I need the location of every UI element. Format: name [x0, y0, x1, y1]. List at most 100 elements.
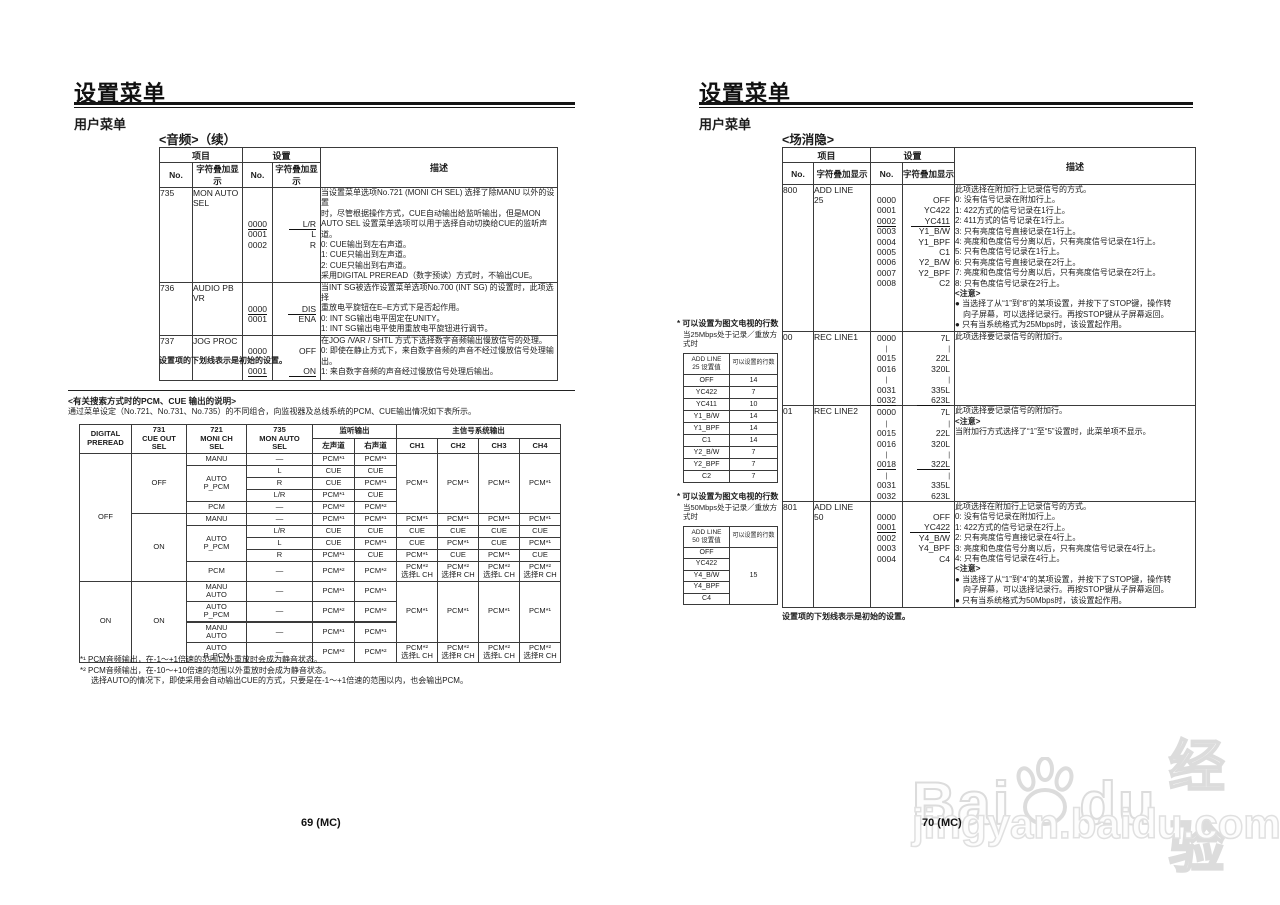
desc-line: 在JOG /VAR / SHTL 方式下选择数字音频输出慢放信号的处理。	[321, 335, 547, 345]
desc-lines: 此项选择要记录信号的附加行。 <注意> 当附加行方式选择了“1”至“5”设置时，此菜…	[955, 406, 1195, 437]
setting-no-list: 0000 0001	[243, 283, 272, 325]
right-title-rule	[699, 102, 1193, 108]
baidu-jingyan-cn-text: 经验	[1168, 734, 1226, 880]
setting-value-cell: Y4_BPF	[684, 581, 729, 593]
header-ch4: CH4	[519, 438, 561, 454]
margin-table-body: OFF 14 YC422 7 YC411 10 Y1_B/W	[683, 373, 778, 483]
header-settable-lines: 可以设置的行数	[729, 352, 778, 375]
setting-val-list: OFF YC422 YC411 Y1_B/W Y1_BPF C1 Y2_B/W Y2_BPF C…	[903, 185, 954, 289]
setting-value-cell: OFF	[699, 548, 714, 556]
cell: PCM*¹	[519, 580, 561, 643]
setting-no: 0032	[877, 490, 896, 501]
cell: AUTO P_PCM	[186, 600, 247, 622]
cell: PCM*²	[354, 600, 397, 622]
pcm-row: PCM — PCM*² PCM*² PCM*² 选择L CH PCM*² 选择R…	[80, 560, 561, 582]
header-ch3: CH3	[478, 438, 520, 454]
line-count-cell: 7	[729, 469, 778, 483]
cell: PCM*²	[312, 560, 355, 582]
desc-line: 6: 只有亮度信号直接记录在2行上。	[955, 257, 1081, 267]
setting-value: Y1_BPF	[918, 236, 951, 247]
cell: OFF	[79, 452, 132, 582]
menu-row-735: 735 MON AUTO SEL 0000 0001 0002 L/R L R 当设置菜…	[159, 187, 559, 283]
setting-no: 0000	[877, 511, 896, 522]
line-count-cell: 14	[729, 409, 778, 423]
cell: PCM*¹	[519, 536, 561, 550]
cell: PCM*¹	[437, 580, 479, 643]
setting-value: |	[948, 472, 951, 480]
desc-line: 向子屏幕，可以选择记录行。再按STOP键从子屏幕返回。	[955, 585, 1169, 595]
cell: ON	[131, 512, 187, 582]
right-page-number: 70 (MC)	[922, 817, 962, 829]
setting-value: OFF	[299, 345, 317, 356]
header-desc: 描述	[320, 147, 559, 188]
cell: PCM*¹	[312, 512, 355, 526]
setting-no: 0001	[248, 314, 267, 325]
margin-table-row: OFF 14	[683, 373, 778, 387]
desc-line: 8: 只有色度信号记录在2行上。	[955, 278, 1065, 288]
cell: —	[246, 452, 313, 466]
header-item: 项目	[781, 147, 872, 163]
cell: PCM*¹	[312, 488, 355, 502]
cell: OFF	[131, 452, 187, 514]
setting-no-list: 0000 0001	[243, 336, 272, 378]
setting-no: 0003	[877, 543, 896, 554]
right-section-label: <场消隐>	[782, 133, 835, 147]
desc-line: 时，尽管根据操作方式，CUE自动输出给监听输出，但是MON	[321, 208, 541, 218]
pcm-section-intro: 通过菜单设定（No.721、No.731、No.735）的不同组合，向监视器及总…	[68, 407, 477, 416]
setting-value: OFF	[933, 195, 951, 205]
line-count-cell: 14	[729, 433, 778, 447]
cell: PCM*¹	[396, 580, 438, 643]
cell: PCM*¹	[354, 620, 397, 643]
setting-no: 0000	[877, 407, 896, 418]
pcm-row: AUTO P_PCM L CUE CUE	[80, 464, 561, 502]
header-right-channel: 右声道	[354, 438, 397, 454]
cell: PCM*² 选择L CH	[396, 560, 438, 582]
header-add-line-50: ADD LINE 50 设置值	[683, 525, 730, 548]
setting-no: 0000	[248, 303, 267, 315]
setting-value: Y4_BPF	[918, 543, 951, 554]
right-user-menu-label: 用户菜单	[699, 117, 752, 132]
footnote-1: *¹ PCM音频输出，在-1～+1倍速的范围以外重放时会成为静音状态。	[80, 655, 323, 664]
desc-line: 4: 亮度和色度信号分离以后，只有亮度信号记录在1行上。	[955, 237, 1161, 247]
pcm-row: ON MANU — PCM*¹ PCM*¹ PCM*¹ PCM*¹ PCM*¹ …	[80, 512, 561, 582]
desc-line: 0: CUE输出到左右声道。	[321, 240, 411, 250]
setting-value-cell: Y1_B/W	[683, 409, 730, 423]
item-name: REC LINE2	[812, 405, 872, 502]
setting-no: 0008	[877, 278, 896, 289]
header-overlay: 字符叠加显示	[812, 162, 872, 185]
margin-table-row: C2 7	[683, 469, 778, 483]
margin-note-title: * 可以设置为图文电视的行数	[677, 319, 779, 328]
cell: CUE	[478, 536, 520, 550]
setting-no: |	[885, 472, 888, 480]
item-no: 801	[782, 500, 814, 608]
setting-value: YC422	[903, 522, 954, 534]
header-setting: 设置	[242, 147, 322, 163]
item-no: 736	[159, 281, 193, 336]
desc-line: 1: 来自数字音频的声音经过慢放信号处理后输出。	[321, 366, 498, 376]
item-name: MON AUTO SEL	[191, 187, 244, 283]
margin-note-sub: 当50Mbps处于记录／重放方式时	[683, 502, 778, 522]
teletext-lines-table-50: ADD LINE 50 设置值 可以设置的行数 OFF YC422 Y4_B/W Y4…	[683, 525, 778, 605]
left-user-menu-label: 用户菜单	[74, 117, 127, 132]
menu-header-group-row: 项目 设置 描述	[781, 147, 1197, 185]
setting-no: 0007	[877, 267, 896, 278]
setting-value: R	[309, 239, 317, 250]
menu-row-736: 736 AUDIO PB VR 0000 0001 DIS ENA 当INT SG被…	[159, 281, 559, 336]
setting-value-cell: OFF	[683, 373, 730, 387]
pcm-header-row-1: DIGITAL PREREAD 731 CUE OUT SEL 721 MONI…	[79, 423, 561, 454]
setting-value: Y2_BPF	[918, 267, 951, 278]
desc-line: ● 当选择了从“1”到“8”的某项设置，并按下了STOP键，操作转	[955, 299, 1172, 309]
header-no: No.	[870, 162, 904, 185]
setting-value: C4	[939, 553, 951, 564]
desc-line: AUTO SEL 设置菜单选项可以用于选择自动切换给CUE的监听声道。	[321, 219, 548, 239]
cell: PCM*¹	[478, 512, 520, 526]
setting-value-cell: Y4_B/W	[684, 569, 729, 582]
setting-no: 0031	[877, 480, 896, 491]
header-desc: 描述	[954, 147, 1197, 185]
cell: PCM*²	[354, 500, 397, 514]
pcm-header-row-2: 左声道 右声道 CH1 CH2 CH3 CH4	[80, 438, 561, 454]
setting-value-cell: Y2_BPF	[683, 457, 730, 471]
header-main-signal-output: 主信号系统输出	[396, 423, 561, 440]
margin-table-row: Y2_B/W 7	[683, 445, 778, 459]
setting-no: |	[885, 451, 888, 459]
